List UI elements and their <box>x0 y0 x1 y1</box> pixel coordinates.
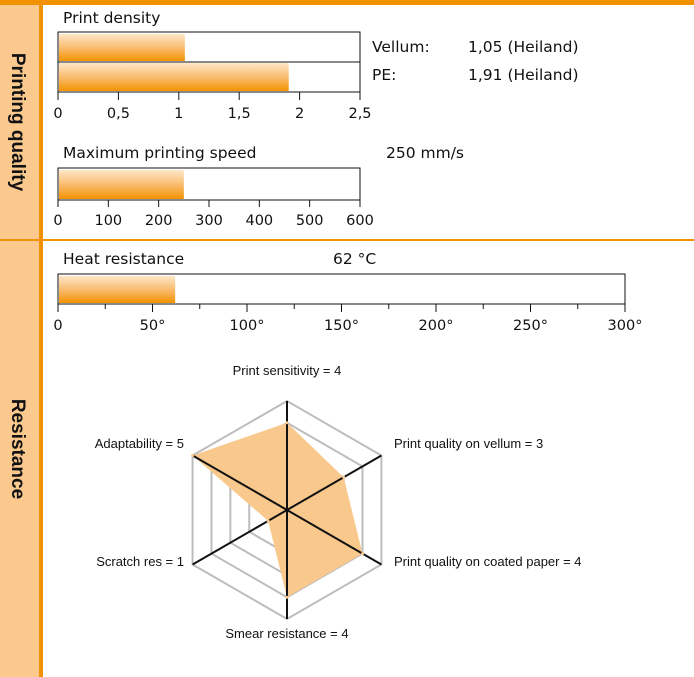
print-density-tick-label: 0 <box>53 106 62 122</box>
heat-resistance-tick-label: 300° <box>608 318 643 334</box>
heat-resistance-tick-label: 0 <box>53 318 62 334</box>
vellum-value: 1,05 (Heiland) <box>468 38 579 56</box>
bar-heat-resistance <box>59 276 176 303</box>
radar-value-area <box>192 422 363 598</box>
radar-axis-label: Print sensitivity = 4 <box>233 363 342 378</box>
print-density-tick-label: 1 <box>174 106 183 122</box>
printing-speed-axis: 0 100 200 300 400 500 600 <box>53 200 374 229</box>
radar-point <box>285 421 289 425</box>
radar-point <box>285 595 289 599</box>
radar-axis-label: Print quality on vellum = 3 <box>394 436 543 451</box>
print-density-chart: Print density 0 0,5 1 1,5 2 2,5 Vellum: 1,05 … <box>53 9 578 122</box>
radar-point <box>266 519 270 523</box>
heat-resistance-title: Heat resistance <box>63 250 184 268</box>
radar-chart: Print sensitivity = 4 Print quality on ve… <box>95 363 582 641</box>
printing-speed-value: 250 mm/s <box>386 144 464 162</box>
radar-point <box>191 454 195 457</box>
heat-resistance-value: 62 °C <box>333 250 376 268</box>
printing-speed-tick-label: 200 <box>145 213 173 229</box>
vellum-label: Vellum: <box>372 38 430 56</box>
printing-speed-tick-label: 0 <box>53 213 62 229</box>
heat-resistance-tick-label: 250° <box>513 318 548 334</box>
radar-point <box>342 475 346 479</box>
bar-vellum <box>59 34 185 61</box>
section-title-resistance: Resistance <box>7 399 28 499</box>
print-density-tick-label: 0,5 <box>107 106 130 122</box>
bar-printing-speed <box>59 170 184 199</box>
printing-speed-chart: Maximum printing speed 250 mm/s 0 100 200 3… <box>53 144 464 229</box>
section-divider <box>0 239 694 241</box>
print-density-axis: 0 0,5 1 1,5 2 2,5 <box>53 92 372 122</box>
pe-label: PE: <box>372 66 396 84</box>
heat-resistance-tick-label: 200° <box>419 318 454 334</box>
radar-axis-label: Scratch res = 1 <box>96 554 184 569</box>
printing-speed-title: Maximum printing speed <box>63 144 256 162</box>
print-density-tick-label: 2 <box>295 106 304 122</box>
radar-spoke <box>192 454 382 566</box>
section-title-printing-quality: Printing quality <box>7 53 28 192</box>
print-density-title: Print density <box>63 9 160 27</box>
radar-point <box>361 552 365 556</box>
printing-speed-tick-label: 300 <box>195 213 223 229</box>
radar-axis-label: Smear resistance = 4 <box>225 626 348 641</box>
print-density-tick-label: 2,5 <box>348 106 371 122</box>
printing-speed-tick-label: 100 <box>94 213 122 229</box>
printing-speed-tick-label: 500 <box>296 213 324 229</box>
heat-resistance-tick-label: 100° <box>230 318 265 334</box>
print-density-tick-label: 1,5 <box>228 106 251 122</box>
radar-axis-label: Adaptability = 5 <box>95 436 184 451</box>
radar-axis-label: Print quality on coated paper = 4 <box>394 554 582 569</box>
heat-resistance-tick-label: 50° <box>140 318 166 334</box>
printing-speed-tick-label: 400 <box>245 213 273 229</box>
section-sidebar <box>0 5 39 677</box>
printing-speed-tick-label: 600 <box>346 213 374 229</box>
bar-pe <box>59 63 289 91</box>
pe-value: 1,91 (Heiland) <box>468 66 579 84</box>
heat-resistance-tick-label: 150° <box>324 318 359 334</box>
sidebar-accent-line <box>39 5 43 677</box>
heat-resistance-axis: 0 50° 100° 150° 200° 250° 300° <box>53 304 642 334</box>
top-accent-bar <box>0 0 694 5</box>
heat-resistance-chart: Heat resistance 62 °C 0 50° 100° 150° 200° 25… <box>53 250 642 334</box>
